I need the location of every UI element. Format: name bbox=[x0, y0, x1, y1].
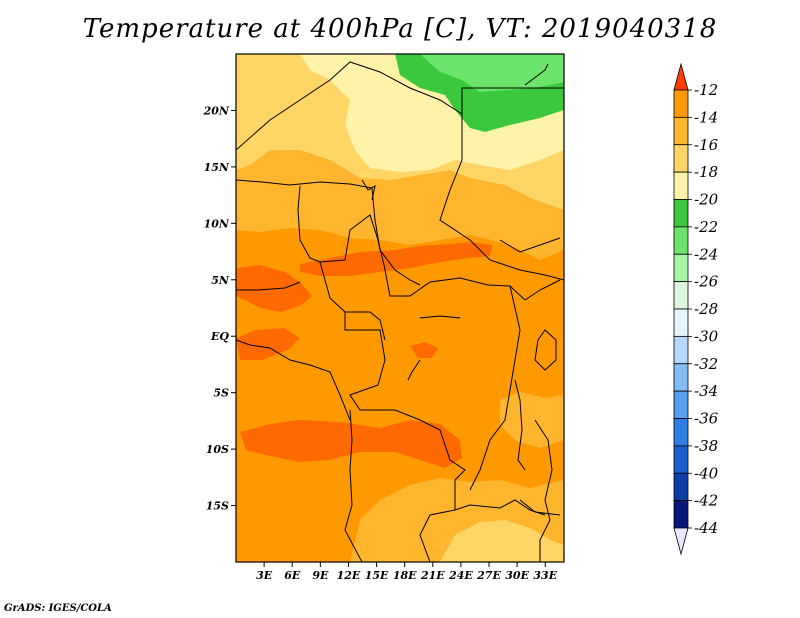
lon-tick-label: 15E bbox=[365, 569, 389, 582]
warm-patch-south bbox=[240, 420, 462, 468]
temperature-field bbox=[236, 54, 564, 562]
colorbar-swatch bbox=[673, 281, 689, 310]
lat-tick-label: 5S bbox=[213, 387, 229, 400]
lon-tick-label: 9E bbox=[312, 569, 329, 582]
colorbar: -12 -14 -16 -18 -20 -22 -24 -26 -28 -30 -32 -34 -36 -… bbox=[673, 62, 719, 556]
map-frame bbox=[235, 53, 565, 563]
colorbar-swatch bbox=[673, 89, 689, 118]
lon-tick-label: 24E bbox=[448, 569, 473, 582]
country-borders bbox=[236, 61, 564, 562]
cool-south-2 bbox=[440, 520, 564, 562]
lat-tick-label: 15S bbox=[206, 500, 229, 513]
colorbar-swatch bbox=[673, 390, 689, 419]
colorbar-label: -36 bbox=[694, 410, 719, 428]
colorbar-bottom-arrow bbox=[673, 527, 689, 556]
lon-tick-label: 12E bbox=[337, 569, 361, 582]
lon-tick-label: 6E bbox=[284, 569, 301, 582]
longitude-axis: 3E 6E 9E 12E 15E 18E 21E 24E 27E 30E 33E bbox=[256, 562, 558, 582]
colorbar-swatch bbox=[673, 226, 689, 255]
colorbar-label: -26 bbox=[694, 273, 719, 291]
colorbar-swatch bbox=[673, 308, 689, 337]
colorbar-label: -28 bbox=[694, 300, 718, 318]
lon-tick-label: 33E bbox=[533, 569, 557, 582]
colorbar-label: -34 bbox=[694, 382, 718, 400]
colorbar-swatch bbox=[673, 363, 689, 392]
lat-tick-label: 20N bbox=[203, 104, 230, 117]
colorbar-label: -32 bbox=[694, 355, 718, 373]
colorbar-label: -18 bbox=[694, 163, 718, 181]
colorbar-swatch bbox=[673, 171, 689, 200]
warm-patch-band bbox=[300, 242, 492, 276]
colorbar-label: -38 bbox=[694, 437, 718, 455]
colorbar-label: -44 bbox=[694, 519, 718, 537]
lon-tick-label: 18E bbox=[393, 569, 417, 582]
colorbar-swatch bbox=[673, 472, 689, 502]
colorbar-swatch bbox=[673, 253, 689, 283]
warm-patch-small bbox=[410, 342, 438, 358]
colorbar-swatch bbox=[673, 418, 689, 447]
colorbar-swatch bbox=[673, 500, 689, 529]
colorbar-swatch bbox=[673, 335, 689, 365]
colorbar-label: -40 bbox=[694, 464, 719, 482]
warm-patch-west bbox=[236, 328, 300, 360]
lon-tick-label: 27E bbox=[476, 569, 501, 582]
colorbar-label: -12 bbox=[694, 81, 718, 99]
lat-tick-label: 5N bbox=[211, 274, 230, 287]
lat-tick-label: EQ bbox=[210, 330, 229, 343]
lon-tick-label: 3E bbox=[256, 569, 273, 582]
colorbar-label: -30 bbox=[694, 327, 719, 345]
lat-tick-label: 10N bbox=[204, 217, 230, 230]
lat-tick-label: 10S bbox=[206, 443, 229, 456]
lat-tick-label: 15N bbox=[204, 161, 230, 174]
latitude-axis: 20N 15N 10N 5N EQ 5S 10S 15S bbox=[203, 104, 236, 513]
lon-tick-label: 30E bbox=[505, 569, 529, 582]
grads-credit: GrADS: IGES/COLA bbox=[4, 603, 112, 614]
colorbar-label: -42 bbox=[694, 492, 718, 510]
colorbar-label: -14 bbox=[694, 108, 718, 126]
colorbar-label: -20 bbox=[694, 191, 719, 209]
colorbar-swatch bbox=[673, 199, 689, 228]
colorbar-label: -16 bbox=[694, 136, 719, 154]
chart-title: Temperature at 400hPa [C], VT: 201904031… bbox=[82, 14, 718, 44]
colorbar-label: -24 bbox=[694, 245, 718, 263]
colorbar-top-arrow bbox=[673, 62, 689, 91]
colorbar-label: -22 bbox=[694, 218, 718, 236]
cool-east bbox=[500, 392, 564, 448]
colorbar-swatch bbox=[673, 116, 689, 146]
colorbar-swatch bbox=[673, 144, 689, 173]
lon-tick-label: 21E bbox=[420, 569, 445, 582]
colorbar-swatch bbox=[673, 445, 689, 474]
